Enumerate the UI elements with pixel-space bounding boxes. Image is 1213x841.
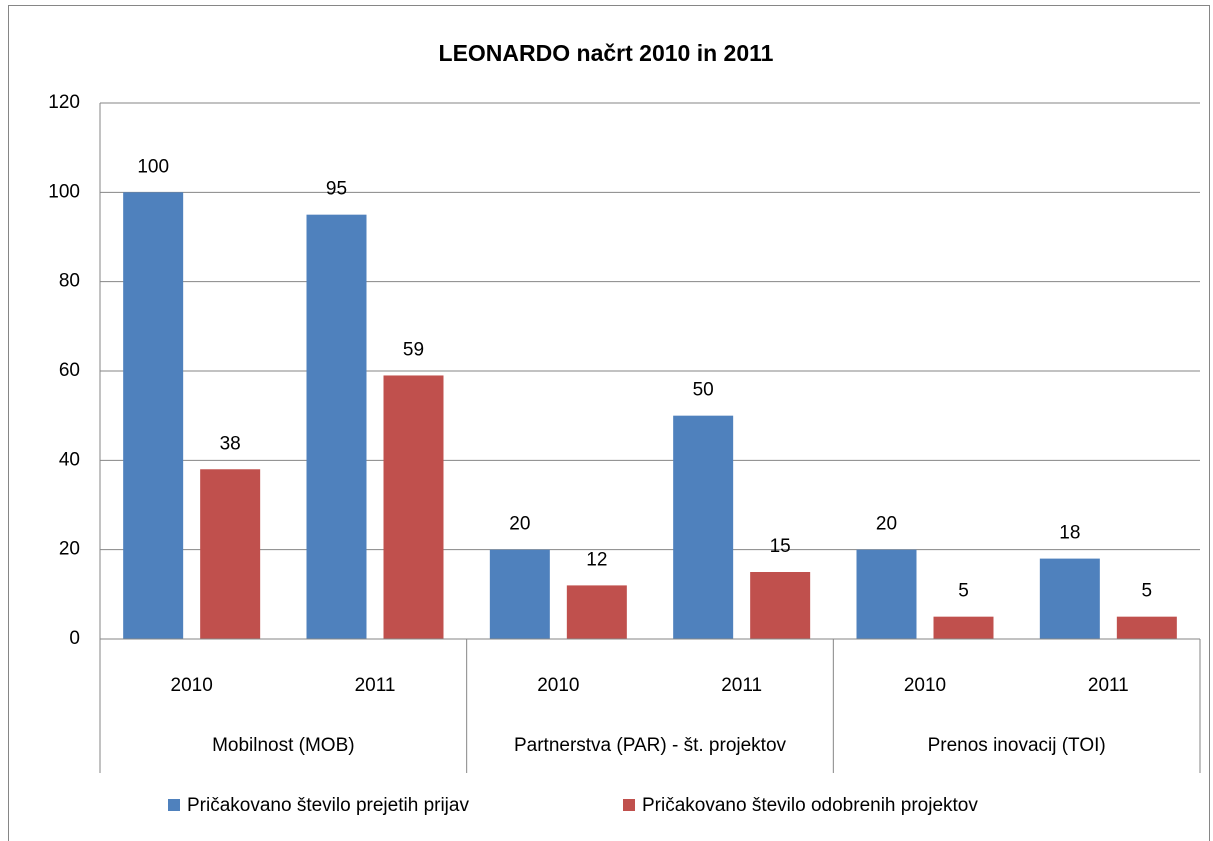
bar — [1116, 616, 1177, 639]
legend-swatch — [623, 799, 635, 811]
data-label: 20 — [509, 514, 530, 535]
chart-title: LEONARDO načrt 2010 in 2011 — [439, 40, 774, 66]
x-tick-label: 2010 — [171, 675, 213, 696]
data-label: 18 — [1059, 523, 1080, 544]
group-label: Mobilnost (MOB) — [212, 735, 355, 756]
bar — [673, 415, 734, 639]
bar — [489, 549, 550, 639]
y-tick-label: 60 — [59, 360, 80, 381]
x-tick-label: 2010 — [537, 675, 579, 696]
y-tick-label: 20 — [59, 539, 80, 560]
y-tick-label: 80 — [59, 271, 80, 292]
group-label: Partnerstva (PAR) - št. projektov — [514, 735, 787, 756]
bar — [383, 375, 444, 639]
bar — [566, 585, 627, 639]
data-label: 20 — [876, 514, 897, 535]
x-tick-label: 2010 — [904, 675, 946, 696]
bar — [750, 572, 811, 639]
data-label: 38 — [220, 433, 241, 454]
bar — [1039, 558, 1100, 639]
x-tick-label: 2011 — [355, 675, 396, 696]
data-label: 15 — [770, 536, 791, 557]
bar — [856, 549, 917, 639]
y-tick-label: 40 — [59, 449, 80, 470]
group-label: Prenos inovacij (TOI) — [928, 735, 1106, 756]
bar — [200, 469, 261, 639]
bar — [123, 192, 184, 640]
legend-label: Pričakovano število odobrenih projektov — [642, 795, 978, 816]
y-tick-label: 100 — [48, 181, 80, 202]
x-tick-label: 2011 — [721, 675, 762, 696]
data-label: 12 — [586, 549, 607, 570]
y-tick-label: 120 — [48, 92, 80, 113]
y-tick-label: 0 — [69, 628, 80, 649]
chart-frame — [8, 5, 1210, 841]
x-tick-label: 2011 — [1088, 675, 1129, 696]
legend-swatch — [168, 799, 180, 811]
data-label: 95 — [326, 179, 347, 200]
bar — [306, 214, 367, 639]
bar — [933, 616, 994, 639]
data-label: 100 — [137, 156, 169, 177]
data-label: 50 — [693, 380, 714, 401]
data-label: 5 — [958, 581, 969, 602]
legend-label: Pričakovano število prejetih prijav — [187, 795, 469, 816]
data-label: 5 — [1142, 581, 1153, 602]
data-label: 59 — [403, 339, 424, 360]
